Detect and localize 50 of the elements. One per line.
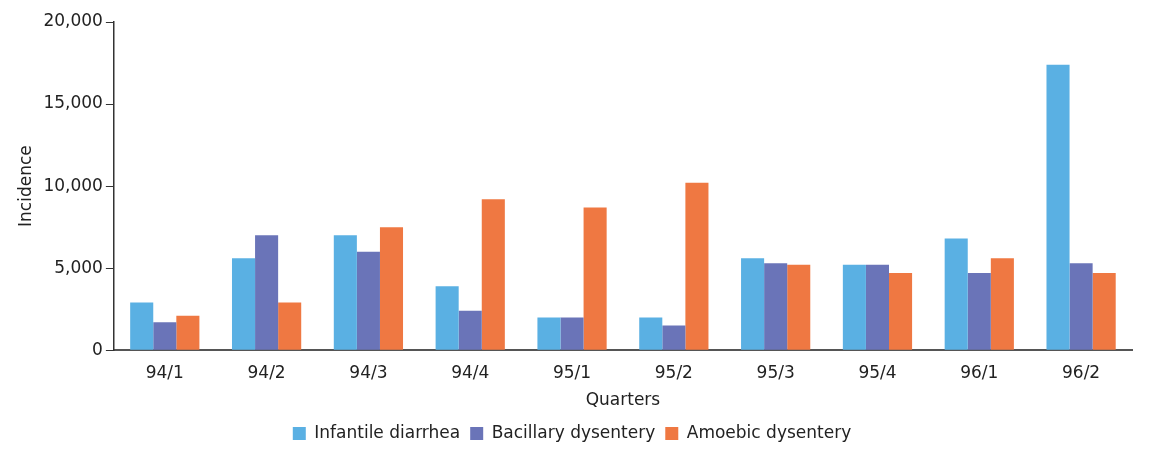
legend-label: Amoebic dysentery <box>686 421 852 442</box>
y-tick-label: 15,000 <box>43 92 103 113</box>
x-tick-label: 96/2 <box>1062 361 1101 382</box>
bar <box>741 258 765 350</box>
legend-label: Infantile diarrhea <box>314 421 461 442</box>
bar <box>1069 263 1093 350</box>
bar <box>278 302 302 350</box>
y-tick-label: 10,000 <box>43 174 103 195</box>
bar <box>537 317 561 350</box>
x-tick-label: 96/1 <box>960 361 999 382</box>
x-axis-title: Quarters <box>585 389 661 410</box>
bar <box>1046 64 1070 350</box>
legend-label: Bacillary dysentery <box>491 421 656 442</box>
x-tick-label: 94/3 <box>349 361 388 382</box>
bar <box>481 199 505 350</box>
x-tick-label: 94/4 <box>451 361 490 382</box>
bar <box>435 286 459 350</box>
bar <box>458 310 482 350</box>
bar <box>255 235 279 350</box>
x-tick-label: 95/1 <box>552 361 592 382</box>
bar <box>583 207 607 350</box>
bar <box>379 227 404 350</box>
bar <box>356 251 380 350</box>
bar <box>990 258 1014 350</box>
bar <box>787 264 811 350</box>
bar <box>685 182 709 350</box>
bar <box>865 264 890 350</box>
bar <box>333 235 357 350</box>
bar <box>889 273 913 350</box>
bar <box>842 264 866 350</box>
bar <box>1092 273 1116 350</box>
y-tick-label: 0 <box>92 338 103 359</box>
bar <box>153 322 177 350</box>
bar <box>764 263 788 350</box>
bar <box>560 317 584 350</box>
bar <box>662 325 686 350</box>
y-tick-label: 20,000 <box>43 10 103 31</box>
x-tick-label: 94/1 <box>145 361 184 382</box>
x-tick-label: 95/4 <box>858 361 897 382</box>
bar <box>176 315 200 350</box>
y-tick-label: 5,000 <box>54 256 103 277</box>
x-tick-label: 95/2 <box>654 361 693 382</box>
bar <box>231 258 256 350</box>
bar <box>639 317 663 350</box>
bar <box>944 238 968 350</box>
bar <box>130 302 154 350</box>
y-axis-title: Incidence <box>14 145 35 227</box>
x-tick-label: 95/3 <box>756 361 795 382</box>
bar <box>967 273 991 350</box>
x-tick-label: 94/2 <box>247 361 286 382</box>
